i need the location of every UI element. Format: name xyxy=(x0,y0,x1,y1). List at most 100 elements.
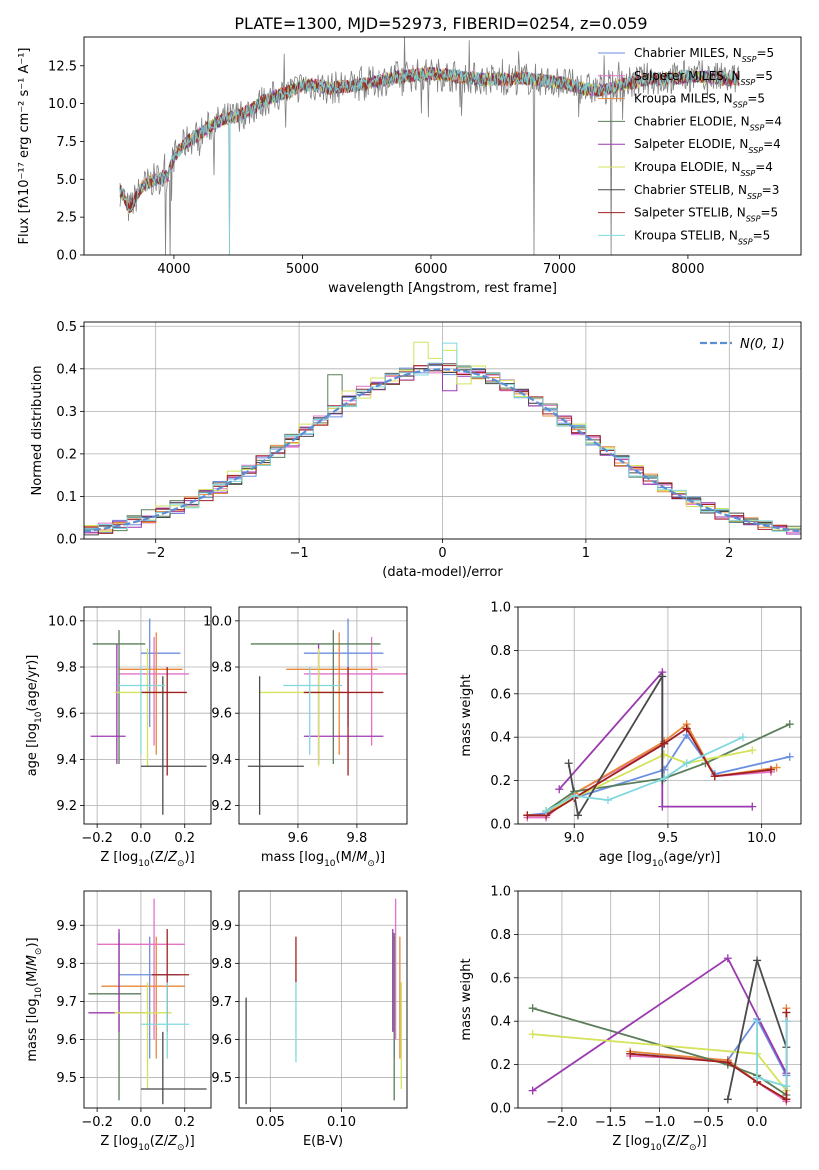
panel-weight_vs_age: 9.0 9.5 10.0 0.0 0.2 0.4 0.6 0.8 1.0 age [log10(a… xyxy=(459,601,802,869)
weight-marker xyxy=(748,802,757,811)
label-part: )] xyxy=(697,1134,707,1149)
label-part: Normed distribution xyxy=(30,366,45,496)
x-tick-label: 0.2 xyxy=(174,831,195,846)
y-tick-label: 9.5 xyxy=(211,1071,232,1086)
x-axis-label: age [log10(age/yr)] xyxy=(599,850,721,869)
plot-area xyxy=(239,891,407,1108)
y-tick-label: 9.6 xyxy=(211,707,232,722)
label-part: age [ xyxy=(25,743,40,776)
legend-label: Kroupa STELIB, NSSP=5 xyxy=(634,228,770,246)
panel-mass_vs_Z: −0.2 0.0 0.29.59.69.79.89.9Z [log10(Z/Z⊙)]… xyxy=(25,890,212,1153)
weight-marker xyxy=(738,733,747,742)
x-tick-label: −0.2 xyxy=(81,1115,113,1130)
y-tick-label: 9.9 xyxy=(56,919,77,934)
label-part: (Z/ xyxy=(150,1134,169,1149)
legend-label-main: Chabrier MILES, N xyxy=(634,46,742,60)
y-axis-label: mass [log10(M/M⊙)] xyxy=(25,937,44,1061)
legend-label-sub: SSP xyxy=(741,169,756,178)
y-tick-label: 10.0 xyxy=(48,97,77,112)
weight-marker xyxy=(782,1008,791,1017)
label-part: log xyxy=(118,850,138,865)
axes-frame xyxy=(83,36,802,256)
label-part: log xyxy=(25,998,40,1018)
y-tick-label: 9.2 xyxy=(211,799,232,814)
legend-label-tail: =4 xyxy=(763,137,781,151)
weight-marker xyxy=(748,746,757,755)
weight-marker xyxy=(782,1082,791,1091)
weight-line xyxy=(532,1007,787,1096)
weight-marker xyxy=(542,806,551,815)
x-tick-label: 0.2 xyxy=(174,1115,195,1130)
x-tick-label: 0.0 xyxy=(747,1115,768,1130)
y-tick-label: 0.8 xyxy=(490,644,511,659)
weight-marker xyxy=(528,1004,537,1013)
weight-marker xyxy=(723,1058,732,1067)
y-tick-label: 9.8 xyxy=(56,661,77,676)
label-part: (M/ xyxy=(25,966,40,987)
y-tick-label: 0.4 xyxy=(490,731,511,746)
plot-area xyxy=(239,607,407,824)
label-part: (M/ xyxy=(336,850,357,865)
weight-marker xyxy=(555,785,564,794)
y-tick-label: 9.4 xyxy=(211,753,232,768)
panel-spectrum: 4000 5000 6000 7000 8000 0.0 2.5 5.0 7.5 10.0 12.5… xyxy=(17,36,802,296)
label-part: ⊙ xyxy=(177,859,185,869)
weight-marker xyxy=(782,1095,791,1104)
axes-frame xyxy=(83,890,212,1109)
label-part: 10 xyxy=(650,1143,662,1153)
label-part: mass weight xyxy=(459,674,474,756)
x-axis-label: Z [log10(Z/Z⊙)] xyxy=(612,1134,706,1153)
weight-marker xyxy=(626,1049,635,1058)
label-part: mass [ xyxy=(261,850,304,865)
y-axis-label: Normed distribution xyxy=(30,366,45,496)
legend-label-tail: =5 xyxy=(747,92,765,106)
weight-marker xyxy=(528,1086,537,1095)
label-part: (age/yr)] xyxy=(25,655,40,712)
panel-weight_vs_Z: −2.0 −1.5 −1.0 −0.5 0.0 0.0 0.2 0.4 0.6 0.8 1.0 Z [… xyxy=(459,885,802,1153)
axes-frame xyxy=(517,890,802,1109)
weight-line xyxy=(756,1021,788,1088)
legend-label-main: Kroupa STELIB, N xyxy=(634,228,738,242)
y-tick-label: 9.6 xyxy=(211,1033,232,1048)
label-part: Z xyxy=(167,850,178,865)
weight-marker xyxy=(772,763,781,772)
y-tick-label: 9.7 xyxy=(211,995,232,1010)
label-part: M xyxy=(25,955,40,966)
plot-area xyxy=(84,891,211,1108)
y-tick-label: 0.1 xyxy=(56,490,77,505)
weight-line xyxy=(567,673,664,818)
weight-marker xyxy=(753,1073,762,1082)
weight-marker xyxy=(723,1095,732,1104)
legend-label: Chabrier ELODIE, NSSP=4 xyxy=(634,114,782,131)
axes-frame xyxy=(83,606,212,825)
x-tick-label: −0.5 xyxy=(693,1115,725,1130)
legend-label: Salpeter ELODIE, NSSP=4 xyxy=(634,137,781,155)
label-part: )] xyxy=(185,1134,195,1149)
x-tick-label: −1.0 xyxy=(644,1115,676,1130)
panel-age_vs_mass: 9.6 9.8 9.2 9.4 9.6 9.8 10.0 mass [log10(M/M⊙)] xyxy=(203,606,408,869)
legend-label-tail: =5 xyxy=(753,228,771,242)
x-tick-label: −1.5 xyxy=(595,1115,627,1130)
y-tick-label: 0.6 xyxy=(490,687,511,702)
label-part: 10 xyxy=(34,711,44,723)
legend-label-main: Kroupa ELODIE, N xyxy=(634,160,741,174)
x-axis-label: wavelength [Angstrom, rest frame] xyxy=(328,281,557,296)
y-tick-label: 1.0 xyxy=(490,601,511,616)
label-part: )] xyxy=(185,850,195,865)
weight-marker xyxy=(753,956,762,965)
y-tick-label: 10.0 xyxy=(48,614,77,629)
x-tick-label: 6000 xyxy=(414,262,447,277)
x-tick-label: 0.0 xyxy=(131,1115,152,1130)
label-part: wavelength [Angstrom, rest frame] xyxy=(328,281,557,296)
legend-label: N(0, 1) xyxy=(740,337,785,352)
weight-marker xyxy=(660,750,669,759)
label-part: mass weight xyxy=(459,958,474,1040)
legend-label-sub: SSP xyxy=(738,237,753,246)
y-tick-label: 9.4 xyxy=(56,753,77,768)
x-tick-label: −0.2 xyxy=(81,831,113,846)
weight-marker xyxy=(723,954,732,963)
y-tick-label: 9.6 xyxy=(56,1033,77,1048)
y-tick-label: 0.8 xyxy=(490,928,511,943)
label-part: ⊙ xyxy=(177,1143,185,1153)
